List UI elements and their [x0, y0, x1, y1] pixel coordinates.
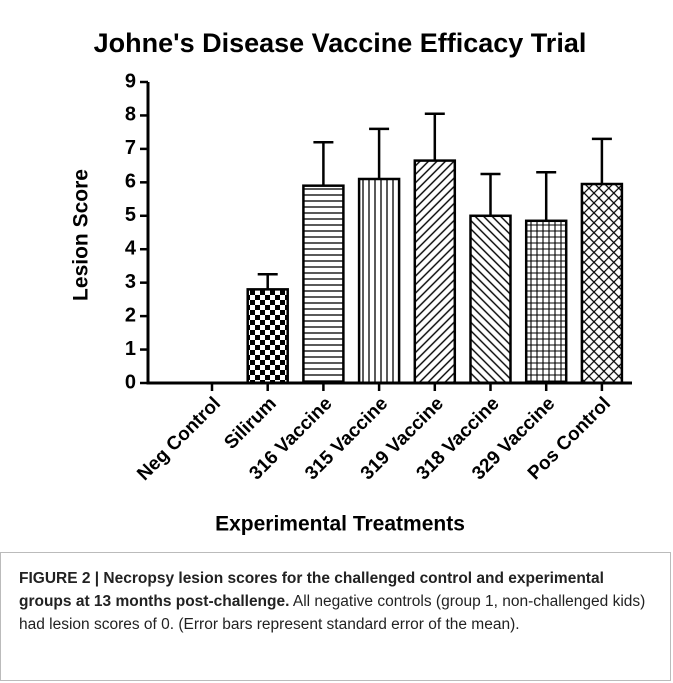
caption-text: All negative controls (group 1, non-chal… [19, 593, 646, 633]
error-bar [257, 273, 278, 290]
error-bar [480, 172, 501, 216]
x-axis-label: Experimental Treatments [215, 513, 465, 536]
bar [413, 159, 457, 385]
y-tick-label: 9 [125, 70, 136, 92]
y-tick-label: 1 [125, 338, 136, 360]
y-tick-label: 0 [125, 371, 136, 393]
y-axis-label: Lesion Score [70, 169, 93, 301]
error-bar [536, 171, 557, 221]
error-bar [424, 112, 445, 161]
error-bar [591, 137, 612, 185]
caption-title: FIGURE 2 | Necropsy lesion scores for th… [19, 570, 604, 610]
axes [146, 82, 632, 385]
caption: FIGURE 2 | Necropsy lesion scores for th… [0, 552, 671, 681]
bar [246, 288, 289, 385]
bar [524, 219, 568, 385]
y-tick-label: 7 [125, 137, 136, 159]
y-tick-label: 6 [125, 171, 136, 193]
y-tick-label: 4 [125, 238, 137, 260]
y-tick-label: 2 [125, 304, 136, 326]
bar [357, 177, 401, 385]
error-bar [313, 140, 334, 186]
bar [302, 184, 345, 385]
error-bar [369, 127, 390, 179]
bar [469, 214, 512, 385]
x-tick-label: Neg Control [133, 393, 225, 485]
chart: Johne's Disease Vaccine Efficacy Trial L… [70, 28, 632, 536]
y-tick-label: 5 [125, 204, 136, 226]
chart-title: Johne's Disease Vaccine Efficacy Trial [94, 28, 587, 58]
y-tick-label: 3 [125, 271, 136, 293]
bar [580, 182, 624, 385]
y-tick-label: 8 [125, 104, 136, 126]
